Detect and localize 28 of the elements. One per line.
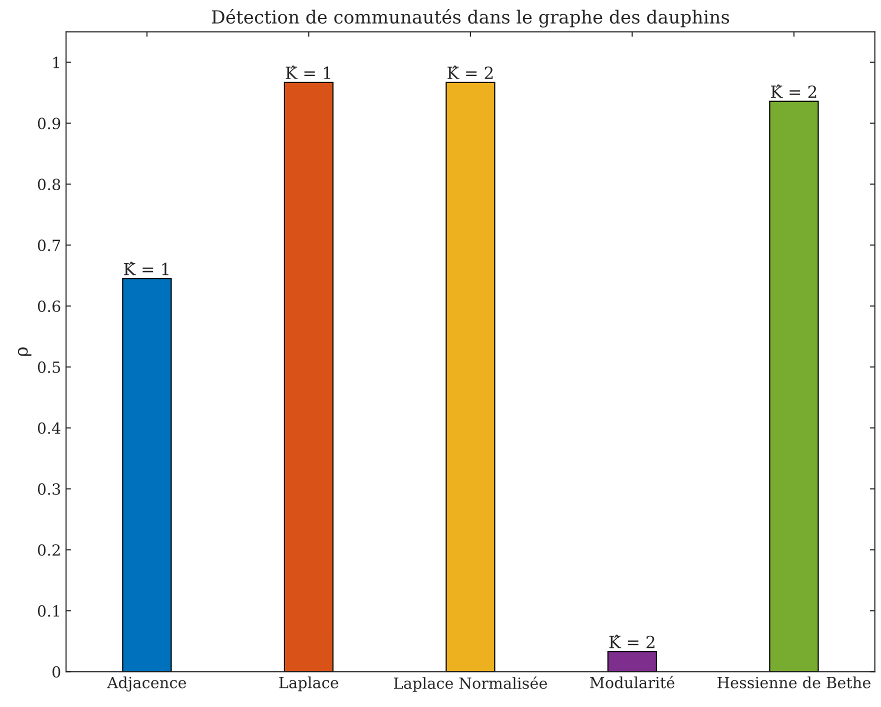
y-tick-label: 0 (52, 666, 60, 678)
x-tick-label: Hessienne de Bethe (718, 676, 870, 688)
x-tick-label: Laplace Normalisée (394, 676, 548, 692)
x-tick-label: Adjacence (107, 676, 186, 692)
bar (122, 278, 172, 672)
chart-title: Détection de communautés dans le graphe des dauphins (212, 9, 730, 28)
y-tick-label: 0.7 (38, 240, 60, 252)
bar (446, 82, 496, 672)
x-tick-label: Laplace (279, 676, 338, 692)
y-tick-label: 0.4 (38, 422, 60, 434)
bar (284, 82, 334, 672)
y-tick-label: 0.8 (38, 178, 60, 190)
annotation: K̂ = 2 (771, 84, 816, 98)
y-tick-label: 0.1 (38, 605, 60, 617)
annotation: K̂ = 1 (124, 262, 168, 276)
y-tick-label: 0.9 (38, 118, 60, 130)
y-tick-label: 0.5 (38, 361, 60, 373)
y-tick-label: 0.2 (38, 544, 60, 556)
bar (769, 100, 819, 672)
y-tick-label: 0.6 (38, 300, 60, 312)
annotation: K̂ = 2 (448, 66, 493, 79)
y-tick-label: 1 (53, 56, 60, 68)
y-axis-title: ρ (18, 347, 32, 356)
annotation: K̂ = 2 (609, 634, 654, 648)
y-tick-label: 0.3 (38, 483, 60, 495)
annotation: K̂ = 1 (286, 66, 330, 79)
x-tick-label: Modularité (590, 676, 674, 688)
bar (607, 650, 658, 672)
